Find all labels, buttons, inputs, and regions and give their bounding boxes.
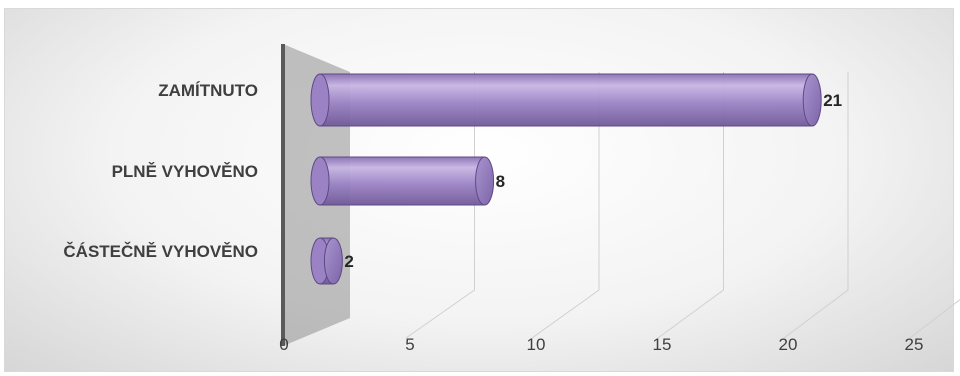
bars: 21 8 2: [310, 73, 842, 285]
data-label: 2: [344, 252, 353, 271]
bar: [310, 156, 495, 206]
data-label: 8: [496, 172, 505, 191]
gridline: [783, 72, 849, 339]
category-label: PLNĚ VYHOVĚNO: [112, 162, 258, 181]
x-tick-label: 0: [279, 335, 288, 354]
bar-end-cap: [475, 156, 495, 206]
x-tick-label: 15: [653, 335, 672, 354]
bar-base-cap: [310, 156, 330, 206]
category-label: ČÁSTEČNĚ VYHOVĚNO: [63, 242, 258, 261]
gridline: [531, 72, 600, 339]
category-labels: ZAMÍTNUTO PLNĚ VYHOVĚNO ČÁSTEČNĚ VYHOVĚNO: [63, 81, 258, 261]
x-tick-label: 10: [527, 335, 546, 354]
x-axis-ticks: 0 5 10 15 20 25: [279, 335, 923, 354]
gridlines: [405, 72, 960, 339]
x-tick-label: 20: [779, 335, 798, 354]
x-tick-label: 25: [905, 335, 924, 354]
bar-end-cap: [802, 73, 822, 127]
x-tick-label: 5: [405, 335, 414, 354]
bar: [310, 73, 822, 127]
bar-body: [319, 156, 486, 206]
gridline: [657, 72, 724, 339]
gridline: [909, 298, 960, 339]
bar: [310, 237, 343, 285]
category-label: ZAMÍTNUTO: [158, 81, 258, 100]
data-label: 21: [823, 91, 842, 110]
bar-base-cap: [310, 73, 330, 127]
bar-body: [319, 73, 813, 127]
gridline: [405, 72, 475, 339]
bar-end-cap: [323, 237, 343, 285]
